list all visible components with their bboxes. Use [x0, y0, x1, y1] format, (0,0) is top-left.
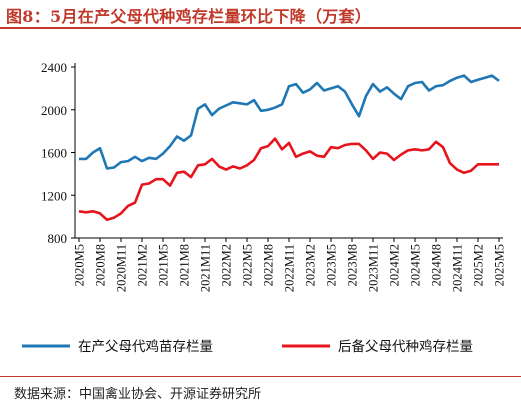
x-tick-label: 2022M8 [262, 244, 276, 286]
y-tick-label: 2000 [41, 103, 67, 118]
x-tick-label: 2020M11 [115, 244, 129, 292]
series-line-1 [79, 74, 500, 170]
y-tick-label: 1600 [41, 146, 67, 161]
x-tick-label: 2021M2 [136, 244, 150, 286]
x-tick-label: 2022M11 [283, 244, 297, 292]
y-tick-label: 800 [48, 231, 68, 246]
x-tick-label: 2023M11 [367, 244, 381, 292]
x-tick-label: 2022M2 [220, 244, 234, 286]
x-tick-label: 2023M2 [304, 244, 318, 286]
chart-title: 图8：5月在产父母代种鸡存栏量环比下降（万套） [6, 7, 372, 26]
footer-divider [0, 376, 521, 377]
x-tick-label: 2024M2 [388, 244, 402, 286]
x-tick-label: 2024M5 [409, 244, 423, 286]
y-tick-label: 1200 [41, 188, 67, 203]
x-tick-label: 2023M5 [325, 244, 339, 286]
x-tick-label: 2021M11 [199, 244, 213, 292]
x-tick-label: 2023M8 [346, 244, 360, 286]
y-tick-label: 2400 [41, 60, 67, 75]
source-note: 数据来源：中国禽业协会、开源证券研究所 [14, 387, 262, 402]
series-line-2 [78, 137, 499, 222]
legend-label-1: 在产父母代鸡苗存栏量 [78, 338, 213, 355]
series-lines [78, 74, 500, 222]
x-tick-label: 2022M5 [241, 244, 255, 286]
x-tick-label: 2020M8 [94, 244, 108, 286]
x-axis-ticks: 2020M5 2020M8 2020M11 2021M2 2021M5 2021M8 202… [73, 238, 507, 292]
x-tick-label: 2025M5 [493, 244, 507, 286]
y-axis-ticks: 800 1200 1600 2000 2400 [41, 60, 75, 246]
x-tick-label: 2025M2 [472, 244, 486, 286]
x-tick-label: 2024M8 [430, 244, 444, 286]
x-tick-label: 2024M11 [451, 244, 465, 292]
legend-label-2: 后备父母代种鸡存栏量 [338, 338, 473, 355]
legend: 在产父母代鸡苗存栏量 后备父母代种鸡存栏量 [22, 338, 473, 355]
x-tick-label: 2021M5 [157, 244, 171, 286]
x-tick-label: 2021M8 [178, 244, 192, 286]
x-tick-label: 2020M5 [73, 244, 87, 286]
title-underline [0, 27, 521, 29]
